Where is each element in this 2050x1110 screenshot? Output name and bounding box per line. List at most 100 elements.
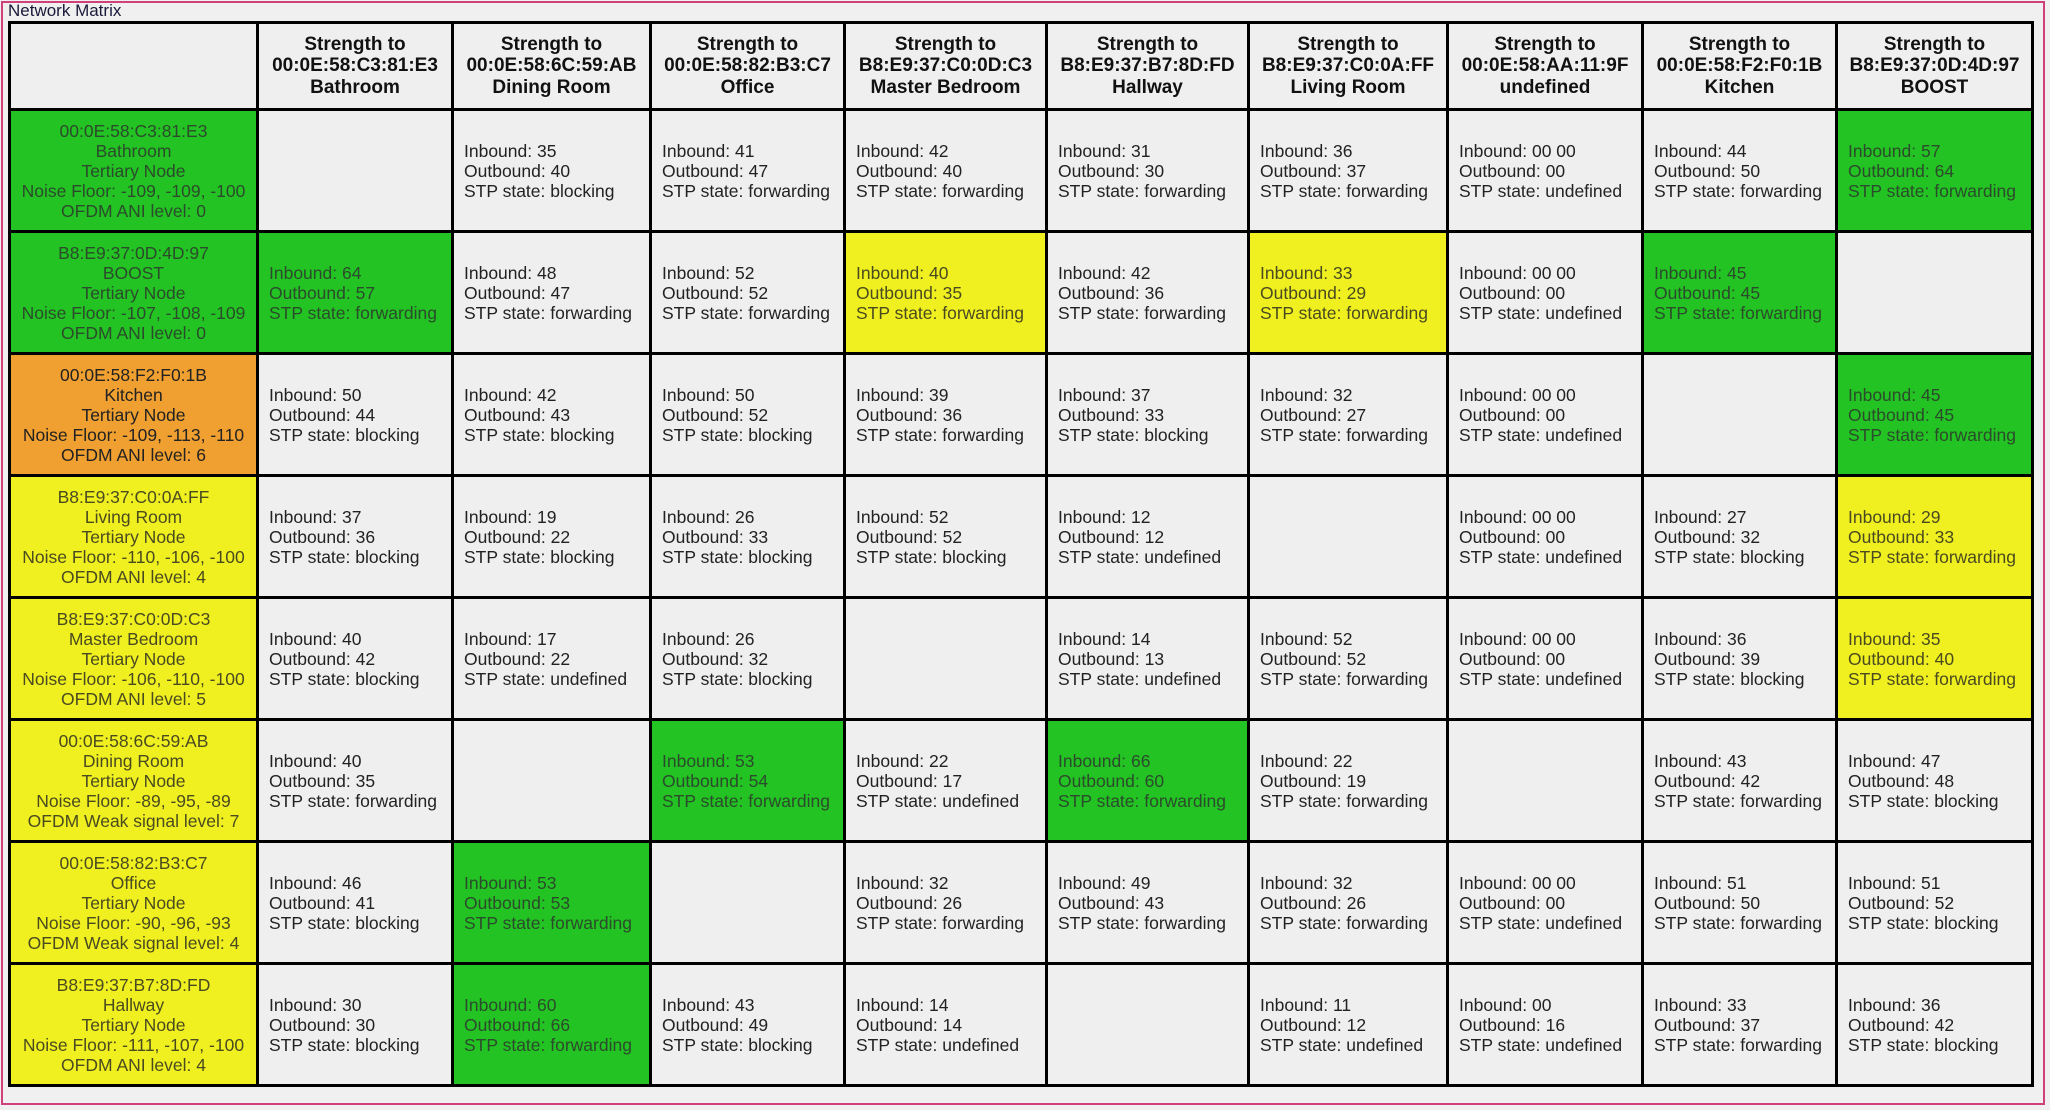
cell-stp-line: STP state: undefined [1459, 547, 1641, 567]
stp-value: undefined [1545, 668, 1623, 689]
strength-cell: Inbound: 00 Outbound: 16 STP state: undefi… [1446, 962, 1644, 1087]
column-mac: B8:E9:37:C0:0A:FF [1261, 55, 1435, 77]
outbound-value: 26 [1346, 892, 1367, 913]
cell-inbound-line: Inbound: 00 00 [1459, 385, 1641, 405]
cell-outbound-line: Outbound: 52 [662, 405, 843, 425]
outbound-value: 33 [748, 526, 769, 547]
strength-cell: Inbound: 42 Outbound: 40 STP state: forwar… [843, 108, 1048, 233]
inbound-label: Inbound: [662, 994, 735, 1015]
inbound-value: 27 [1726, 506, 1747, 527]
inbound-label: Inbound: [1260, 384, 1333, 405]
inbound-value: 44 [1726, 140, 1747, 161]
node-name: Dining Room [82, 750, 185, 771]
cell-stp-line: STP state: blocking [269, 547, 451, 567]
inbound-value: 36 [1920, 994, 1941, 1015]
cell-stp-line: STP state: blocking [464, 425, 649, 445]
stp-label: STP state: [1848, 668, 1935, 689]
outbound-label: Outbound: [1459, 404, 1546, 425]
inbound-value: 37 [1130, 384, 1151, 405]
inbound-label: Inbound: [1459, 628, 1532, 649]
node-type: Tertiary Node [81, 526, 186, 547]
stp-label: STP state: [856, 180, 943, 201]
stp-label: STP state: [662, 1034, 749, 1055]
inbound-value: 00 00 [1531, 140, 1576, 161]
cell-inbound-line: Inbound: 29 [1848, 507, 2031, 527]
outbound-value: 41 [355, 892, 376, 913]
stp-label: STP state: [269, 1034, 356, 1055]
column-name: Office [720, 76, 775, 98]
strength-cell: Inbound: 26 Outbound: 32 STP state: blocki… [649, 596, 846, 721]
inbound-label: Inbound: [269, 994, 342, 1015]
node-mac: 00:0E:58:82:B3:C7 [59, 852, 208, 873]
strength-cell: Inbound: 00 00 Outbound: 00 STP state: und… [1446, 596, 1644, 721]
cell-stp-line: STP state: forwarding [1848, 425, 2031, 445]
cell-stp-line: STP state: forwarding [662, 791, 843, 811]
cell-inbound-line: Inbound: 14 [1058, 629, 1247, 649]
stp-label: STP state: [856, 302, 943, 323]
cell-outbound-line: Outbound: 35 [856, 283, 1045, 303]
inbound-value: 00 00 [1531, 506, 1576, 527]
outbound-value: 49 [748, 1014, 769, 1035]
inbound-value: 48 [536, 262, 557, 283]
cell-inbound-line: Inbound: 50 [269, 385, 451, 405]
inbound-value: 41 [734, 140, 755, 161]
cell-stp-line: STP state: undefined [464, 669, 649, 689]
cell-stp-line: STP state: undefined [1058, 669, 1247, 689]
inbound-value: 52 [734, 262, 755, 283]
cell-inbound-line: Inbound: 32 [1260, 873, 1446, 893]
cell-stp-line: STP state: blocking [662, 669, 843, 689]
matrix-row: 00:0E:58:6C:59:AB Dining Room Tertiary Nod… [8, 718, 2034, 843]
node-ofdm: OFDM ANI level: 6 [61, 444, 206, 465]
inbound-label: Inbound: [464, 872, 537, 893]
inbound-value: 66 [1130, 750, 1151, 771]
column-header: Strength to 00:0E:58:AA:11:9F undefined [1446, 21, 1644, 111]
inbound-value: 11 [1332, 994, 1352, 1015]
cell-inbound-line: Inbound: 50 [662, 385, 843, 405]
cell-stp-line: STP state: undefined [1459, 303, 1641, 323]
node-type: Tertiary Node [81, 404, 186, 425]
outbound-label: Outbound: [856, 1014, 943, 1035]
column-header: Strength to 00:0E:58:82:B3:C7 Office [649, 21, 846, 111]
inbound-value: 64 [341, 262, 362, 283]
matrix-row: 00:0E:58:C3:81:E3 Bathroom Tertiary Node No… [8, 108, 2034, 233]
column-name: Bathroom [310, 76, 400, 98]
stp-value: blocking [550, 546, 615, 567]
outbound-label: Outbound: [1459, 160, 1546, 181]
cell-inbound-line: Inbound: 53 [464, 873, 649, 893]
outbound-label: Outbound: [662, 648, 749, 669]
strength-to-label: Strength to [1688, 33, 1791, 55]
column-mac: 00:0E:58:F2:F0:1B [1656, 55, 1823, 77]
stp-label: STP state: [662, 546, 749, 567]
column-mac: B8:E9:37:C0:0D:C3 [858, 55, 1033, 77]
outbound-value: 29 [1346, 282, 1367, 303]
outbound-value: 22 [550, 526, 571, 547]
outbound-label: Outbound: [1848, 648, 1935, 669]
outbound-value: 43 [550, 404, 571, 425]
cell-outbound-line: Outbound: 14 [856, 1015, 1045, 1035]
stp-label: STP state: [662, 302, 749, 323]
stp-value: blocking [550, 424, 615, 445]
outbound-value: 22 [550, 648, 571, 669]
outbound-label: Outbound: [464, 526, 551, 547]
inbound-label: Inbound: [1848, 994, 1921, 1015]
inbound-label: Inbound: [1459, 872, 1532, 893]
stp-value: forwarding [1346, 790, 1428, 811]
node-name: Hallway [102, 994, 165, 1015]
outbound-label: Outbound: [1260, 1014, 1347, 1035]
cell-stp-line: STP state: forwarding [1848, 669, 2031, 689]
cell-outbound-line: Outbound: 40 [464, 161, 649, 181]
outbound-value: 43 [1144, 892, 1165, 913]
inbound-value: 36 [1726, 628, 1747, 649]
cell-outbound-line: Outbound: 33 [1058, 405, 1247, 425]
strength-cell: Inbound: 37 Outbound: 36 STP state: blocki… [256, 474, 454, 599]
cell-inbound-line: Inbound: 31 [1058, 141, 1247, 161]
inbound-value: 43 [1726, 750, 1747, 771]
outbound-value: 47 [748, 160, 769, 181]
strength-cell: Inbound: 14 Outbound: 13 STP state: undefi… [1045, 596, 1250, 721]
cell-outbound-line: Outbound: 47 [662, 161, 843, 181]
stp-label: STP state: [1058, 912, 1145, 933]
node-mac: 00:0E:58:F2:F0:1B [60, 364, 207, 385]
node-type: Tertiary Node [81, 770, 186, 791]
cell-outbound-line: Outbound: 57 [269, 283, 451, 303]
stp-value: blocking [550, 180, 615, 201]
